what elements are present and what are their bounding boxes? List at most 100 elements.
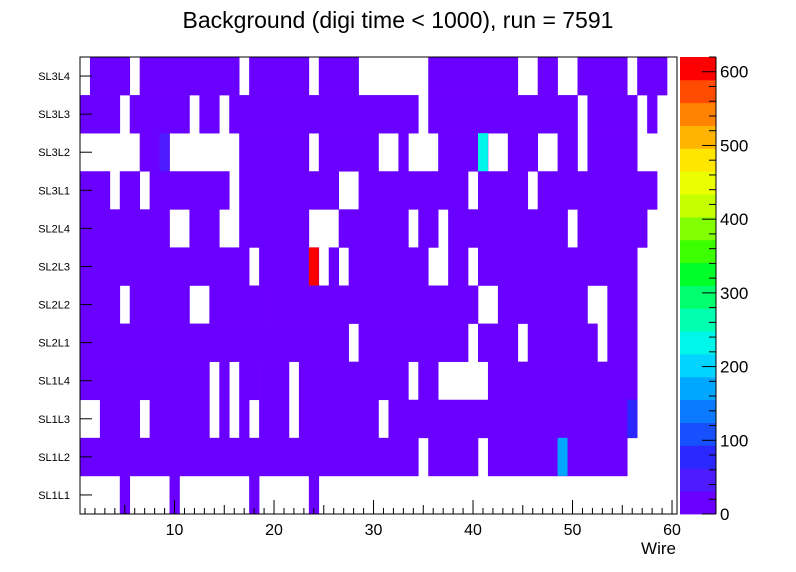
heatmap-cell-run — [358, 323, 469, 362]
heatmap-cell-run — [89, 57, 131, 96]
heatmap-cell-highlight — [159, 133, 170, 172]
heatmap-cell-run — [119, 171, 140, 210]
heatmap-cell-run — [259, 361, 290, 401]
heatmap-cell-run — [637, 57, 668, 96]
colorbar-tick-label: 500 — [720, 136, 748, 155]
heatmap-cell-run — [358, 171, 469, 210]
y-axis: SL1L1 SL1L2 SL1L3 SL1L4 SL2L1 SL2L2 SL2L3 SL2L4… — [38, 71, 92, 502]
heatmap-cell-run — [537, 57, 558, 96]
heatmap-cell-highlight — [557, 437, 568, 476]
heatmap-cell-run — [298, 399, 379, 439]
y-tick-label: SL1L4 — [38, 376, 70, 388]
y-tick-label: SL2L1 — [38, 338, 70, 350]
heatmap-cell-run — [627, 361, 638, 401]
colorbar-segment — [680, 125, 716, 149]
y-tick-label: SL2L2 — [38, 300, 70, 312]
x-axis: 10 20 30 40 50 60 — [84, 500, 681, 539]
x-tick-label: 30 — [365, 522, 383, 539]
heatmap-cell-run — [139, 133, 160, 172]
colorbar-segment — [680, 491, 716, 515]
chart-title: Background (digi time < 1000), run = 759… — [183, 7, 614, 33]
heatmap-cell-highlight — [627, 399, 638, 438]
colorbar-segment — [680, 57, 716, 81]
heatmap-cell-run — [219, 399, 230, 439]
x-tick-label: 10 — [166, 522, 184, 539]
heatmap-cell-run — [239, 171, 339, 210]
heatmap-cell-run — [428, 57, 489, 96]
x-tick-label: 20 — [265, 522, 283, 539]
colorbar-segment — [680, 422, 716, 446]
colorbar-segment — [680, 79, 716, 104]
heatmap-cell-run — [239, 133, 310, 172]
heatmap-cell-run — [487, 361, 628, 401]
plot-frame — [79, 56, 678, 515]
colorbar-segment — [680, 216, 716, 241]
heatmap-cell-run — [219, 361, 230, 401]
heatmap-cell-run — [577, 57, 628, 96]
heatmap-cells — [80, 57, 668, 515]
heatmap-cell-run — [298, 361, 409, 401]
colorbar-segment — [680, 331, 716, 355]
heatmap-cell-run — [80, 437, 419, 477]
heatmap-cell-run — [149, 399, 210, 439]
heatmap-cell-run — [527, 323, 598, 362]
x-tick-label: 60 — [663, 522, 681, 539]
y-tick-label: SL3L3 — [38, 109, 70, 121]
colorbar-tick-label: 100 — [720, 431, 748, 450]
heatmap-cell-run — [80, 209, 170, 248]
colorbar-tick-label: 0 — [720, 505, 729, 524]
heatmap-cell-run — [398, 133, 409, 172]
x-axis-label: Wire — [641, 539, 676, 558]
heatmap-cell-run — [80, 247, 250, 286]
colorbar-segment — [680, 399, 716, 423]
heatmap-cell-run — [388, 399, 638, 439]
heatmap-cell-run — [338, 209, 409, 248]
y-tick-label: SL1L3 — [38, 414, 70, 426]
heatmap-cell-run — [80, 323, 349, 362]
heatmap-cell-run — [308, 475, 320, 515]
heatmap-cell-run — [418, 209, 439, 248]
heatmap-cell-run — [249, 57, 310, 96]
heatmap-cell-run — [328, 247, 339, 286]
heatmap-cell-run — [209, 285, 270, 324]
colorbar-segment — [680, 468, 716, 492]
heatmap-cell-run — [259, 247, 310, 286]
heatmap-cell-run — [478, 323, 519, 362]
heatmap-cell-run — [139, 57, 240, 96]
colorbar-tick-label: 200 — [720, 358, 748, 377]
heatmap-cell-run — [129, 285, 190, 324]
heatmap-cell-run — [557, 133, 578, 172]
heatmap-cell-run — [478, 247, 638, 286]
heatmap-cell-run — [507, 133, 538, 172]
heatmap-cell-run — [587, 133, 638, 172]
heatmap-cell-run — [229, 95, 419, 134]
colorbar-tick-label: 300 — [720, 284, 748, 303]
colorbar-segment — [680, 262, 716, 286]
heatmap-cell-run — [129, 95, 190, 134]
heatmap-cell-highlight — [478, 133, 488, 172]
heatmap-cell-run — [119, 475, 131, 515]
colorbar-segment — [680, 102, 716, 126]
heatmap-cell-run — [487, 57, 519, 96]
heatmap-cell-run — [428, 437, 479, 477]
heatmap-cell-run — [647, 95, 658, 134]
colorbar-segment — [680, 171, 716, 195]
heatmap-cell-run — [318, 133, 379, 172]
y-tick-label: SL2L3 — [38, 261, 70, 273]
y-tick-label: SL2L4 — [38, 223, 70, 235]
heatmap-cell-run — [269, 285, 479, 324]
heatmap-cell-run — [259, 399, 290, 439]
heatmap-cell-run — [478, 171, 529, 210]
colorbar-segment — [680, 376, 716, 401]
heatmap-cell-run — [149, 171, 230, 210]
heatmap-cell-run — [497, 285, 588, 324]
colorbar-segment — [680, 239, 716, 264]
heatmap-cell-run — [587, 95, 638, 134]
heatmap-cell-highlight — [308, 247, 319, 286]
heatmap-cell-run — [607, 285, 638, 324]
heatmap-cell-run — [239, 209, 310, 248]
heatmap-cell-run — [249, 475, 260, 515]
y-tick-label: SL1L1 — [38, 490, 70, 502]
colorbar-tick-label: 400 — [720, 210, 748, 229]
